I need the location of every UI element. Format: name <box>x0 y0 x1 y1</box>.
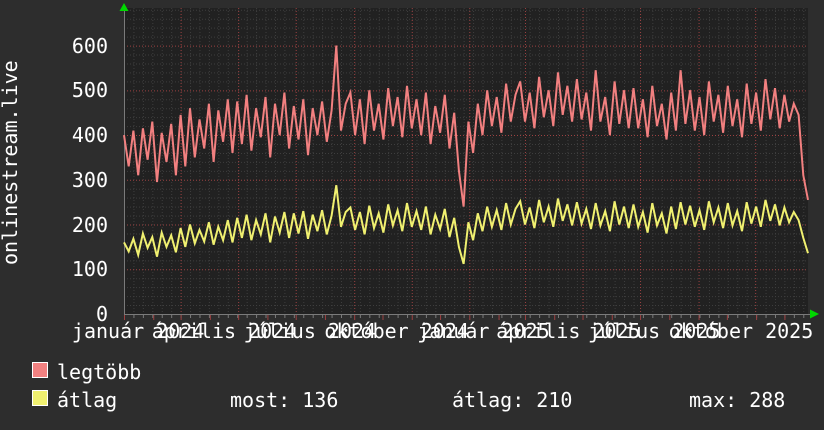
stat-atlag: átlag: 210 <box>452 388 573 412</box>
stat-max: max: 288 <box>689 388 786 412</box>
x-axis-arrow-icon <box>810 309 819 319</box>
x-axis-label: július 2024 <box>243 319 377 343</box>
x-axis-label: január 2025 <box>417 319 550 343</box>
x-axis-label: január 2024 <box>71 319 205 343</box>
stat-most: most: 136 <box>230 388 339 412</box>
x-axis-label: július 2025 <box>587 319 721 343</box>
x-axis-label: április 2024 <box>151 319 297 343</box>
legend-label-atlag: átlag <box>57 388 118 412</box>
y-axis-label: 300 <box>71 167 108 192</box>
x-axis-label: április 2025 <box>496 319 641 343</box>
y-axis-label: 500 <box>71 78 108 103</box>
y-axis-label: 600 <box>71 33 108 58</box>
legend-label-legtobb: legtöbb <box>57 360 142 384</box>
legend-swatch-atlag <box>32 390 48 406</box>
chart-canvas <box>119 3 819 320</box>
y-axis-label: 0 <box>95 302 108 326</box>
series-line-legtobb <box>123 45 809 207</box>
y-axis-label: 200 <box>71 212 108 237</box>
x-axis-label: október 2024 <box>324 319 469 343</box>
x-axis-label: október 2025 <box>668 319 814 343</box>
site-label: onlinestream.live <box>0 60 22 265</box>
y-axis-arrow-icon <box>119 3 129 11</box>
legend-swatch-legtobb <box>32 362 48 378</box>
y-axis-label: 100 <box>71 257 108 282</box>
y-axis-label: 400 <box>71 123 108 148</box>
series-line-atlag <box>123 185 809 265</box>
